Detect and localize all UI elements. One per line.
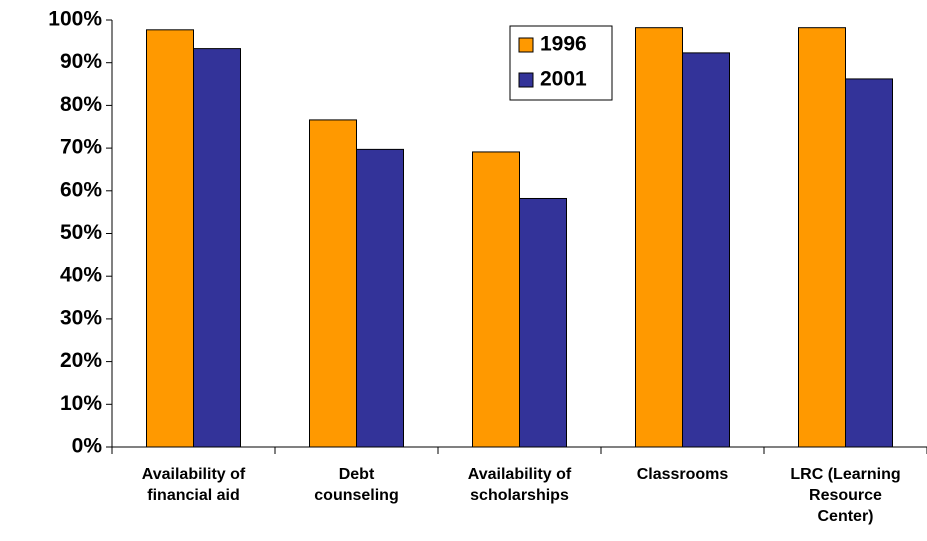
bar bbox=[635, 27, 683, 448]
y-tick-label: 70% bbox=[60, 136, 102, 159]
legend-label: 1996 bbox=[540, 33, 587, 56]
bar bbox=[682, 52, 730, 448]
x-tick-label: Debt counseling bbox=[314, 466, 399, 504]
bar bbox=[146, 29, 194, 448]
x-tick-label: LRC (Learning Resource Center) bbox=[790, 466, 901, 525]
y-tick-label: 50% bbox=[60, 221, 102, 244]
y-tick-label: 10% bbox=[60, 392, 102, 415]
bar bbox=[798, 27, 846, 448]
legend-swatch bbox=[518, 72, 534, 88]
legend-swatch bbox=[518, 37, 534, 53]
bar bbox=[519, 197, 567, 448]
x-tick-label: Availability of financial aid bbox=[141, 466, 246, 504]
bar bbox=[309, 119, 357, 448]
bar bbox=[845, 78, 893, 448]
y-tick-label: 90% bbox=[60, 50, 102, 73]
y-tick-label: 60% bbox=[60, 178, 102, 201]
y-tick-label: 100% bbox=[48, 8, 102, 31]
bar bbox=[193, 48, 241, 448]
x-tick-label: Availability of scholarships bbox=[467, 466, 572, 504]
x-tick-label: Classrooms bbox=[636, 466, 729, 483]
legend-label: 2001 bbox=[540, 68, 587, 91]
bar bbox=[472, 151, 520, 448]
y-tick-label: 20% bbox=[60, 349, 102, 372]
y-tick-label: 0% bbox=[72, 435, 103, 458]
y-tick-label: 80% bbox=[60, 93, 102, 116]
bar bbox=[356, 148, 404, 448]
y-tick-label: 30% bbox=[60, 306, 102, 329]
y-tick-label: 40% bbox=[60, 264, 102, 287]
